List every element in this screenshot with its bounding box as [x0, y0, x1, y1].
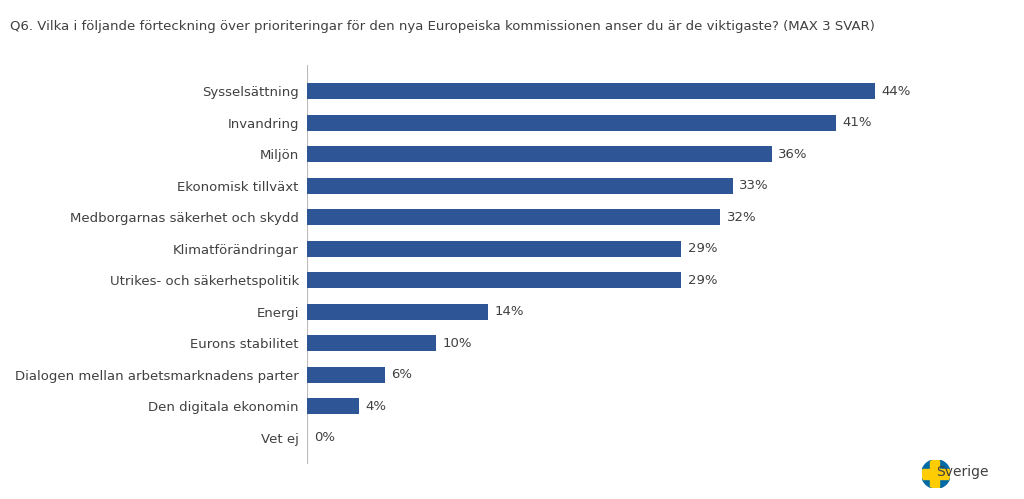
- Text: 6%: 6%: [391, 368, 412, 381]
- Text: 33%: 33%: [739, 179, 769, 192]
- Bar: [307, 272, 681, 288]
- Text: 32%: 32%: [726, 211, 756, 224]
- Bar: [307, 367, 385, 383]
- Bar: [307, 241, 681, 257]
- Text: 29%: 29%: [688, 274, 718, 287]
- Text: 41%: 41%: [843, 116, 872, 129]
- Bar: [307, 178, 733, 194]
- Text: 14%: 14%: [495, 305, 524, 318]
- Bar: [307, 303, 487, 320]
- Bar: [307, 209, 720, 226]
- Bar: [922, 470, 950, 479]
- Text: 10%: 10%: [442, 337, 472, 350]
- Text: Q6. Vilka i följande förteckning över prioriteringar för den nya Europeiska komm: Q6. Vilka i följande förteckning över pr…: [10, 20, 876, 33]
- Bar: [307, 83, 874, 99]
- Text: Sverige: Sverige: [936, 465, 988, 479]
- Circle shape: [922, 460, 950, 489]
- Text: 29%: 29%: [688, 242, 718, 255]
- Text: 36%: 36%: [778, 148, 808, 161]
- Bar: [930, 460, 939, 489]
- Bar: [307, 398, 358, 415]
- Bar: [307, 114, 837, 131]
- Text: 4%: 4%: [366, 400, 386, 413]
- Text: 0%: 0%: [313, 431, 335, 444]
- Bar: [307, 146, 772, 162]
- Bar: [307, 335, 436, 351]
- Text: 44%: 44%: [882, 85, 910, 98]
